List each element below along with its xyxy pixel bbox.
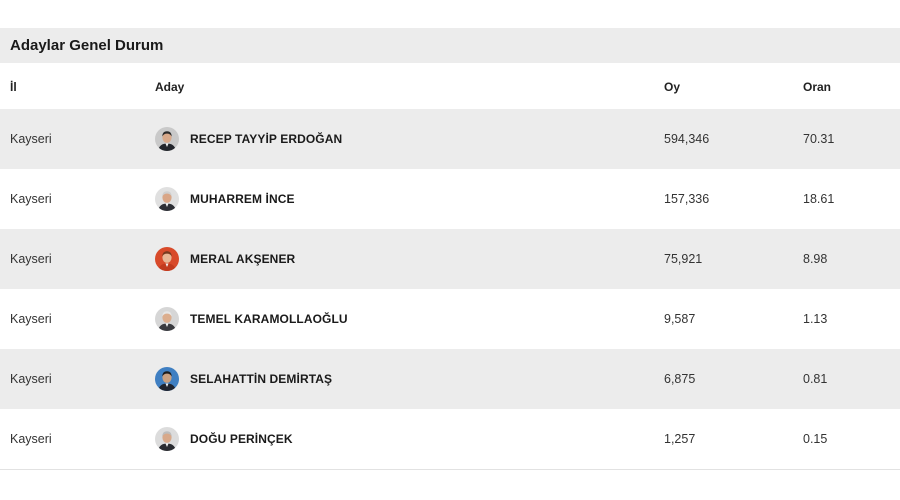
candidate-name: DOĞU PERİNÇEK — [190, 432, 293, 446]
column-header-oran: Oran — [803, 80, 832, 94]
cell-aday: TEMEL KARAMOLLAOĞLU — [155, 289, 348, 349]
column-header-il: İl — [10, 80, 17, 94]
candidate-name: SELAHATTİN DEMİRTAŞ — [190, 372, 333, 386]
candidate-name: RECEP TAYYİP ERDOĞAN — [190, 132, 343, 146]
candidate-name: MUHARREM İNCE — [190, 192, 295, 206]
cell-oy: 594,346 — [664, 132, 710, 146]
cell-il: Kayseri — [10, 252, 52, 266]
candidate-avatar — [155, 367, 179, 391]
cell-oran: 70.31 — [803, 132, 835, 146]
cell-oy: 6,875 — [664, 372, 696, 386]
cell-il: Kayseri — [10, 372, 52, 386]
candidate-avatar — [155, 247, 179, 271]
table-row: Kayseri DOĞU PERİNÇEK 1,257 0.15 — [0, 409, 900, 470]
cell-oy: 9,587 — [664, 312, 696, 326]
candidate-avatar — [155, 187, 179, 211]
cell-oran: 18.61 — [803, 192, 835, 206]
cell-oran: 8.98 — [803, 252, 828, 266]
cell-aday: RECEP TAYYİP ERDOĞAN — [155, 109, 342, 169]
table-row: Kayseri MERAL AKŞENER 75,921 8.98 — [0, 229, 900, 289]
cell-il: Kayseri — [10, 132, 52, 146]
cell-il: Kayseri — [10, 432, 52, 446]
candidate-name: MERAL AKŞENER — [190, 252, 296, 266]
column-header-aday: Aday — [155, 80, 185, 94]
cell-aday: MUHARREM İNCE — [155, 169, 295, 229]
cell-il: Kayseri — [10, 192, 52, 206]
cell-oran: 1.13 — [803, 312, 828, 326]
cell-aday: SELAHATTİN DEMİRTAŞ — [155, 349, 332, 409]
cell-il: Kayseri — [10, 312, 52, 326]
column-header-oy: Oy — [664, 80, 681, 94]
results-panel: Adaylar Genel Durum İl Aday Oy Oran Kays… — [0, 28, 900, 470]
candidate-avatar — [155, 127, 179, 151]
cell-aday: DOĞU PERİNÇEK — [155, 409, 293, 469]
table-row: Kayseri MUHARREM İNCE 157,336 18.61 — [0, 169, 900, 229]
candidate-name: TEMEL KARAMOLLAOĞLU — [190, 312, 348, 326]
candidate-avatar — [155, 307, 179, 331]
cell-oran: 0.15 — [803, 432, 828, 446]
table-row: Kayseri SELAHATTİN DEMİRTAŞ 6,875 0.81 — [0, 349, 900, 409]
cell-oy: 75,921 — [664, 252, 703, 266]
cell-oran: 0.81 — [803, 372, 828, 386]
table-row: Kayseri TEMEL KARAMOLLAOĞLU 9,587 1.13 — [0, 289, 900, 349]
cell-oy: 157,336 — [664, 192, 710, 206]
table-body: Kayseri RECEP TAYYİP ERDOĞAN 594,346 70.… — [0, 109, 900, 470]
candidate-avatar — [155, 427, 179, 451]
panel-title: Adaylar Genel Durum — [0, 28, 900, 63]
table-row: Kayseri RECEP TAYYİP ERDOĞAN 594,346 70.… — [0, 109, 900, 169]
cell-oy: 1,257 — [664, 432, 696, 446]
cell-aday: MERAL AKŞENER — [155, 229, 295, 289]
table-header: İl Aday Oy Oran — [0, 63, 900, 109]
